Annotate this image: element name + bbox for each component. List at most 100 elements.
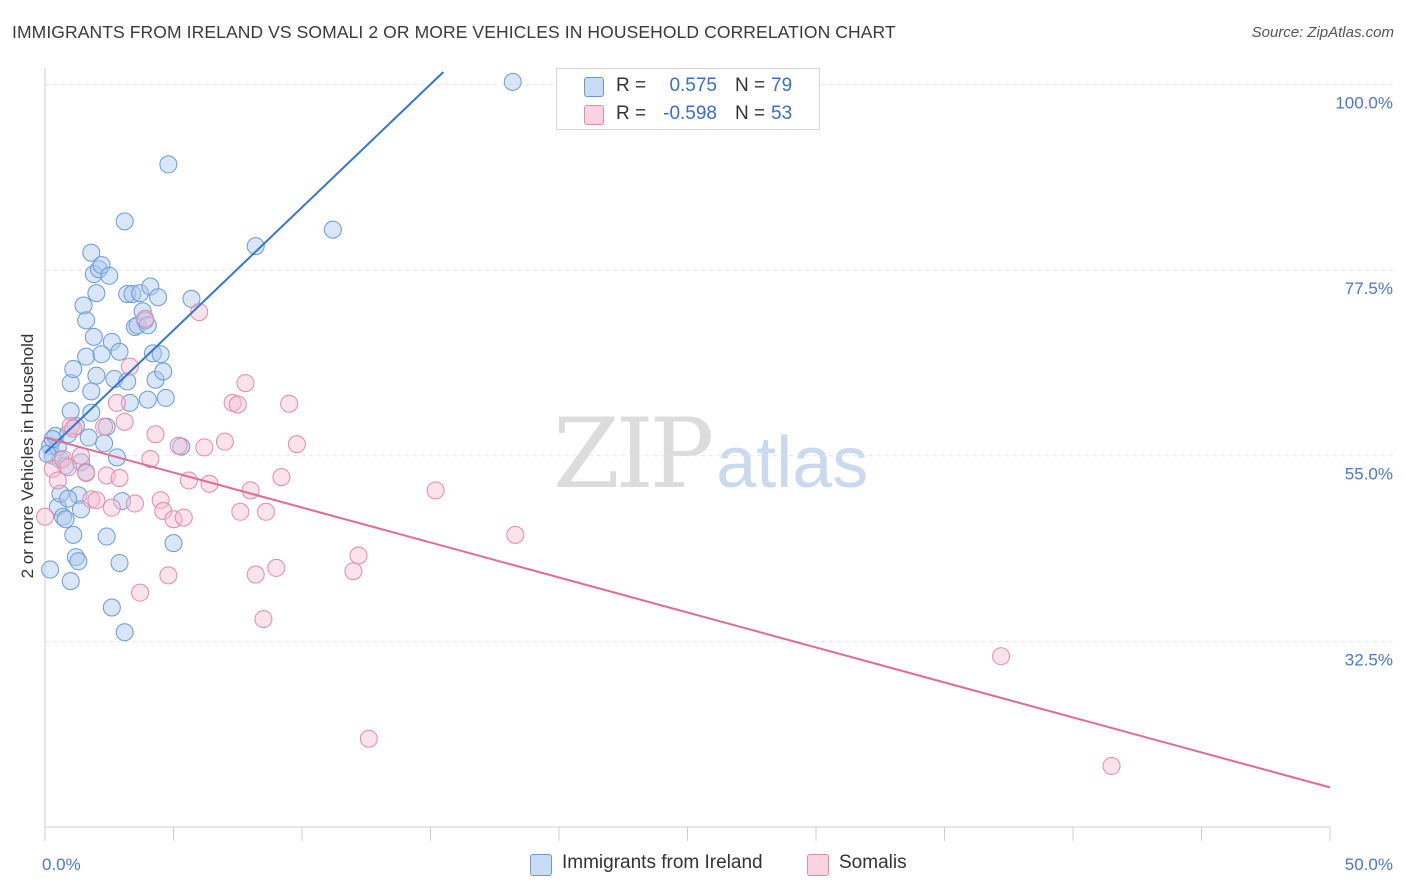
somali-point (125, 494, 144, 513)
somali-trend-line (44, 436, 1331, 789)
ireland-point (156, 388, 175, 407)
ireland-point (323, 220, 342, 239)
series-swatch-somalis (807, 854, 829, 876)
ireland-point (138, 390, 157, 409)
somali-point (426, 481, 445, 500)
somali-point (344, 562, 363, 581)
y-tick-label: 100.0% (1335, 93, 1393, 112)
somali-point (190, 303, 209, 322)
somali-point (254, 610, 273, 629)
somali-point (87, 491, 106, 510)
somali-point (159, 566, 178, 585)
ireland-point (143, 344, 162, 363)
series-legend: Immigrants from Ireland Somalis (0, 852, 1406, 878)
legend-r-value: 0.575 (669, 75, 717, 96)
y-tick-label: 77.5% (1345, 279, 1393, 298)
ireland-point (246, 237, 265, 256)
legend-r-value: -0.598 (663, 103, 717, 124)
ireland-point (87, 366, 106, 385)
somali-point (120, 357, 139, 376)
source-label: Source: (1251, 24, 1304, 41)
ireland-point (131, 284, 150, 303)
ireland-point (92, 345, 111, 364)
legend-swatch-somalis (584, 105, 604, 125)
somali-point (228, 395, 247, 414)
ireland-point (100, 266, 119, 285)
ireland-point (503, 72, 522, 91)
ireland-point (56, 510, 75, 529)
somali-point (141, 449, 160, 468)
somali-point (236, 374, 255, 393)
ireland-point (115, 212, 134, 231)
ireland-point (118, 284, 137, 303)
somali-point (992, 647, 1011, 666)
legend-n-value: 53 (771, 103, 793, 124)
somali-point (287, 435, 306, 454)
y-tick-label: 55.0% (1345, 465, 1393, 484)
ireland-point (82, 243, 101, 262)
ireland-point (102, 332, 121, 351)
somali-point (131, 583, 150, 602)
somali-point (77, 464, 96, 483)
ireland-point (154, 362, 173, 381)
ireland-point (84, 265, 103, 284)
legend-n-label: N = (735, 103, 766, 124)
somali-point (64, 419, 83, 438)
somali-point (146, 425, 165, 444)
ireland-point (164, 534, 183, 553)
somali-point (280, 394, 299, 413)
ireland-point (69, 552, 88, 571)
somali-point (110, 468, 129, 487)
somali-point (267, 558, 286, 577)
ireland-point (159, 155, 178, 174)
somali-point (102, 498, 121, 517)
legend-n-label: N = (735, 75, 766, 96)
ireland-point (77, 311, 96, 330)
somali-point (95, 417, 114, 436)
source-value: ZipAtlas.com (1307, 24, 1394, 41)
ireland-point (64, 360, 83, 379)
somali-point (59, 458, 78, 477)
somali-point (174, 508, 193, 527)
ireland-point (53, 507, 72, 526)
ireland-point (102, 598, 121, 617)
somali-point (349, 546, 368, 565)
series-label-somalis: Somalis (839, 852, 907, 873)
somali-point (61, 416, 80, 435)
ireland-point (66, 416, 85, 435)
somali-point (195, 438, 214, 457)
somali-point (82, 490, 101, 509)
ireland-point (123, 284, 142, 303)
ireland-point (120, 393, 139, 412)
ireland-point (74, 296, 93, 315)
legend-r-label: R = (616, 103, 647, 124)
somali-point (36, 507, 54, 526)
source-credit: Source: ZipAtlas.com (1252, 24, 1394, 41)
ireland-point (97, 527, 116, 546)
somali-point (115, 412, 134, 431)
somali-point (231, 502, 250, 521)
ireland-point (64, 525, 83, 544)
ireland-point (115, 623, 134, 642)
ireland-point (84, 327, 103, 346)
legend-n-value: 79 (771, 75, 793, 96)
somali-point (151, 491, 170, 510)
somali-point (169, 436, 188, 455)
ireland-point (82, 403, 101, 422)
x-tick-label: 50.0% (1345, 855, 1393, 874)
ireland-point (95, 434, 114, 453)
somali-point (506, 525, 525, 544)
ireland-point (59, 489, 78, 508)
somali-point (257, 502, 276, 521)
ireland-point (61, 572, 80, 591)
ireland-point (61, 374, 80, 393)
stats-legend: R = 0.575 N = 79 R = -0.598 N = 53 (556, 68, 820, 130)
somali-point (272, 468, 291, 487)
ireland-point (77, 347, 96, 366)
ireland-point (87, 284, 106, 303)
series-swatch-ireland (530, 854, 552, 876)
ireland-trend-line (44, 71, 445, 454)
ireland-point (149, 288, 168, 307)
ireland-point (182, 289, 201, 308)
